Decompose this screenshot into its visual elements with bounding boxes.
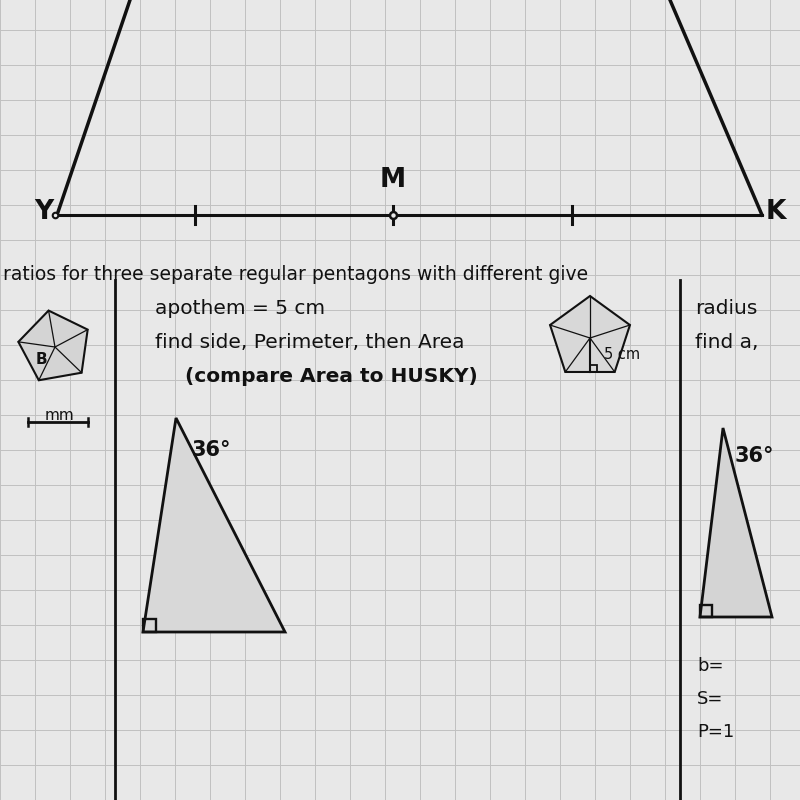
Text: (compare Area to HUSKY): (compare Area to HUSKY) xyxy=(185,366,478,386)
Text: K: K xyxy=(766,199,786,225)
Text: mm: mm xyxy=(45,407,75,422)
Text: b=: b= xyxy=(697,657,723,675)
Text: B: B xyxy=(35,351,47,366)
Text: M: M xyxy=(380,167,406,193)
Text: 36°: 36° xyxy=(192,440,231,460)
Text: find a,: find a, xyxy=(695,333,758,351)
Text: apothem = 5 cm: apothem = 5 cm xyxy=(155,298,325,318)
Polygon shape xyxy=(18,310,88,380)
Bar xyxy=(590,365,597,372)
Polygon shape xyxy=(143,418,285,632)
Polygon shape xyxy=(550,296,630,372)
Polygon shape xyxy=(700,428,772,617)
Text: ratios for three separate regular pentagons with different give: ratios for three separate regular pentag… xyxy=(3,266,588,285)
Bar xyxy=(143,619,156,632)
Bar xyxy=(700,605,712,617)
Text: Y: Y xyxy=(34,199,53,225)
Text: P=1: P=1 xyxy=(697,723,734,741)
Text: radius: radius xyxy=(695,298,758,318)
Text: S=: S= xyxy=(697,690,723,708)
Text: find side, Perimeter, then Area: find side, Perimeter, then Area xyxy=(155,333,465,351)
Text: 5 cm: 5 cm xyxy=(604,347,640,362)
Text: 36°: 36° xyxy=(735,446,774,466)
